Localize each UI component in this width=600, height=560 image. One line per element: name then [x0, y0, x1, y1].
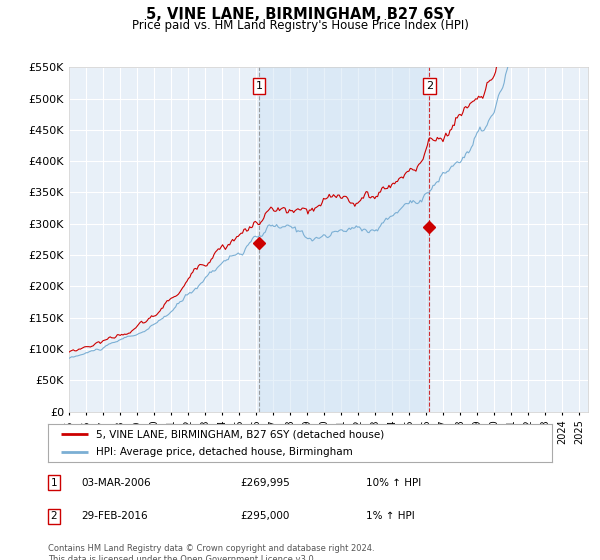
Text: 1% ↑ HPI: 1% ↑ HPI — [366, 511, 415, 521]
Text: £295,000: £295,000 — [240, 511, 289, 521]
Text: 29-FEB-2016: 29-FEB-2016 — [81, 511, 148, 521]
Text: 2: 2 — [50, 511, 58, 521]
Text: Price paid vs. HM Land Registry's House Price Index (HPI): Price paid vs. HM Land Registry's House … — [131, 19, 469, 32]
Text: 1: 1 — [256, 81, 263, 91]
Text: 03-MAR-2006: 03-MAR-2006 — [81, 478, 151, 488]
Text: Contains HM Land Registry data © Crown copyright and database right 2024.
This d: Contains HM Land Registry data © Crown c… — [48, 544, 374, 560]
Text: 10% ↑ HPI: 10% ↑ HPI — [366, 478, 421, 488]
Text: HPI: Average price, detached house, Birmingham: HPI: Average price, detached house, Birm… — [96, 447, 353, 458]
Text: 2: 2 — [425, 81, 433, 91]
Text: 5, VINE LANE, BIRMINGHAM, B27 6SY (detached house): 5, VINE LANE, BIRMINGHAM, B27 6SY (detac… — [96, 429, 384, 439]
Bar — [259, 67, 429, 412]
Text: £269,995: £269,995 — [240, 478, 290, 488]
Text: 5, VINE LANE, BIRMINGHAM, B27 6SY: 5, VINE LANE, BIRMINGHAM, B27 6SY — [146, 7, 454, 22]
Text: 1: 1 — [50, 478, 58, 488]
